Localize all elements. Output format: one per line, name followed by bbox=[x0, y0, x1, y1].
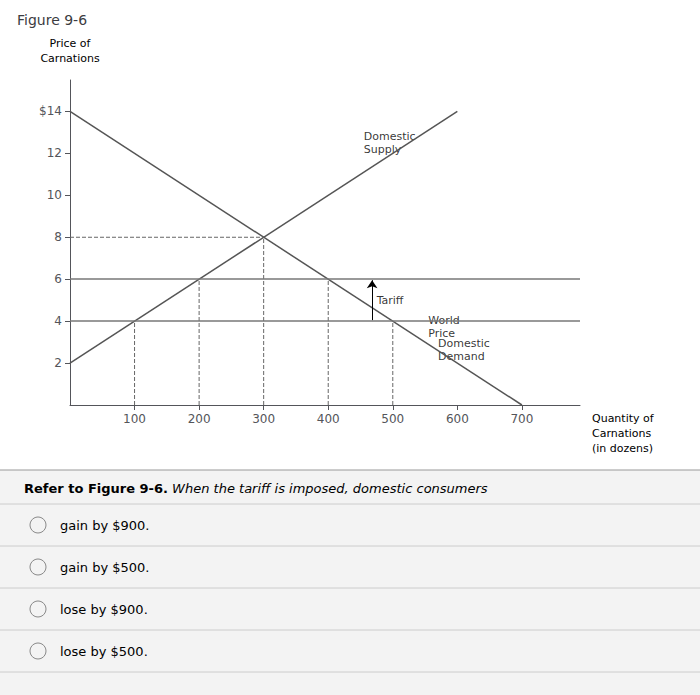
svg-text:4: 4 bbox=[54, 314, 62, 328]
svg-text:600: 600 bbox=[446, 412, 469, 426]
svg-text:Domestic: Domestic bbox=[364, 130, 416, 143]
svg-text:$14: $14 bbox=[39, 104, 62, 118]
svg-text:gain by $500.: gain by $500. bbox=[60, 560, 150, 575]
svg-text:lose by $900.: lose by $900. bbox=[60, 602, 148, 617]
svg-text:8: 8 bbox=[54, 230, 62, 244]
svg-text:Tariff: Tariff bbox=[376, 294, 404, 307]
svg-text:Price of: Price of bbox=[50, 37, 92, 50]
svg-text:World: World bbox=[428, 314, 460, 328]
svg-text:6: 6 bbox=[54, 272, 62, 286]
svg-text:Demand: Demand bbox=[438, 350, 485, 363]
svg-text:Carnations: Carnations bbox=[592, 427, 652, 440]
svg-text:(in dozens): (in dozens) bbox=[592, 442, 653, 455]
svg-text:100: 100 bbox=[123, 412, 146, 426]
svg-text:300: 300 bbox=[252, 412, 275, 426]
svg-text:Quantity of: Quantity of bbox=[592, 412, 655, 425]
svg-text:500: 500 bbox=[381, 412, 404, 426]
svg-text:Carnations: Carnations bbox=[40, 52, 100, 65]
svg-text:Supply: Supply bbox=[364, 143, 402, 156]
svg-text:2: 2 bbox=[54, 356, 62, 370]
svg-text:700: 700 bbox=[510, 412, 533, 426]
svg-text:400: 400 bbox=[317, 412, 340, 426]
svg-text:10: 10 bbox=[47, 188, 62, 202]
svg-text:12: 12 bbox=[47, 146, 62, 160]
svg-text:Refer to Figure 9-6.: Refer to Figure 9-6. bbox=[24, 481, 168, 496]
svg-text:200: 200 bbox=[188, 412, 211, 426]
svg-text:Price: Price bbox=[428, 327, 455, 340]
svg-text:Figure 9-6: Figure 9-6 bbox=[17, 12, 87, 28]
svg-text:gain by $900.: gain by $900. bbox=[60, 518, 150, 533]
svg-text:Domestic: Domestic bbox=[438, 337, 490, 351]
svg-text:When the tariff is imposed, do: When the tariff is imposed, domestic con… bbox=[168, 481, 488, 496]
svg-text:lose by $500.: lose by $500. bbox=[60, 644, 148, 659]
